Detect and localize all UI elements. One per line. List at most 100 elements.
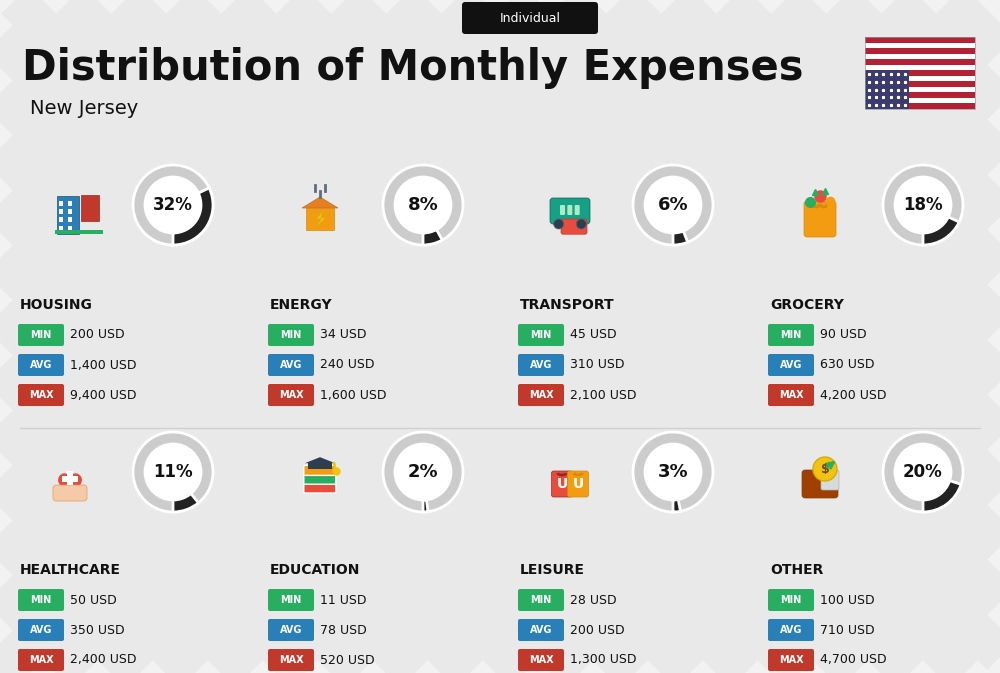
FancyBboxPatch shape: [304, 474, 336, 484]
FancyBboxPatch shape: [68, 217, 72, 222]
Wedge shape: [883, 165, 963, 245]
Text: 45 USD: 45 USD: [570, 328, 617, 341]
FancyBboxPatch shape: [865, 54, 975, 59]
FancyBboxPatch shape: [59, 209, 63, 214]
FancyBboxPatch shape: [304, 466, 336, 475]
Text: MIN: MIN: [30, 595, 52, 605]
Polygon shape: [315, 211, 326, 228]
Text: 6%: 6%: [658, 196, 688, 214]
Text: MIN: MIN: [30, 330, 52, 340]
FancyBboxPatch shape: [768, 384, 814, 406]
FancyBboxPatch shape: [768, 619, 814, 641]
Text: 20%: 20%: [903, 463, 943, 481]
FancyBboxPatch shape: [865, 70, 975, 76]
FancyBboxPatch shape: [865, 59, 975, 65]
Text: HEALTHCARE: HEALTHCARE: [20, 563, 121, 577]
FancyBboxPatch shape: [518, 589, 564, 611]
Circle shape: [554, 219, 564, 229]
FancyBboxPatch shape: [55, 230, 103, 234]
FancyBboxPatch shape: [865, 76, 975, 81]
Polygon shape: [302, 197, 338, 208]
Text: 11%: 11%: [153, 463, 193, 481]
Text: MAX: MAX: [29, 655, 53, 665]
Text: 3%: 3%: [658, 463, 688, 481]
FancyBboxPatch shape: [68, 201, 72, 205]
Text: 2%: 2%: [408, 463, 438, 481]
Text: 50 USD: 50 USD: [70, 594, 117, 606]
FancyBboxPatch shape: [518, 354, 564, 376]
FancyBboxPatch shape: [18, 384, 64, 406]
Text: 240 USD: 240 USD: [320, 359, 374, 371]
Text: AVG: AVG: [780, 360, 802, 370]
Text: 8%: 8%: [408, 196, 438, 214]
Text: AVG: AVG: [280, 360, 302, 370]
Text: MIN: MIN: [780, 330, 802, 340]
Text: U: U: [556, 477, 568, 491]
Text: TRANSPORT: TRANSPORT: [520, 298, 615, 312]
Text: MIN: MIN: [780, 595, 802, 605]
Text: 310 USD: 310 USD: [570, 359, 624, 371]
Text: LEISURE: LEISURE: [520, 563, 585, 577]
Circle shape: [645, 444, 701, 500]
Text: AVG: AVG: [30, 360, 52, 370]
Text: MAX: MAX: [279, 655, 303, 665]
Text: 34 USD: 34 USD: [320, 328, 366, 341]
FancyBboxPatch shape: [518, 324, 564, 346]
Text: AVG: AVG: [280, 625, 302, 635]
Text: MAX: MAX: [779, 655, 803, 665]
Text: AVG: AVG: [30, 625, 52, 635]
Text: 1,300 USD: 1,300 USD: [570, 653, 637, 666]
Text: 2,100 USD: 2,100 USD: [570, 388, 637, 402]
Wedge shape: [673, 499, 680, 512]
Text: 1,600 USD: 1,600 USD: [320, 388, 386, 402]
Circle shape: [813, 457, 837, 481]
Text: 710 USD: 710 USD: [820, 623, 875, 637]
Circle shape: [145, 177, 201, 233]
FancyBboxPatch shape: [62, 476, 78, 482]
Text: MAX: MAX: [529, 655, 553, 665]
Text: AVG: AVG: [780, 625, 802, 635]
FancyBboxPatch shape: [18, 589, 64, 611]
Text: 1,400 USD: 1,400 USD: [70, 359, 136, 371]
FancyBboxPatch shape: [462, 2, 598, 34]
FancyBboxPatch shape: [18, 649, 64, 671]
Text: 9,400 USD: 9,400 USD: [70, 388, 136, 402]
FancyBboxPatch shape: [518, 619, 564, 641]
Text: MIN: MIN: [530, 595, 552, 605]
Polygon shape: [305, 457, 335, 463]
FancyBboxPatch shape: [18, 324, 64, 346]
Text: 90 USD: 90 USD: [820, 328, 867, 341]
Text: 18%: 18%: [903, 196, 943, 214]
Text: 520 USD: 520 USD: [320, 653, 375, 666]
Wedge shape: [173, 493, 198, 512]
FancyBboxPatch shape: [53, 485, 87, 501]
Text: OTHER: OTHER: [770, 563, 823, 577]
FancyBboxPatch shape: [18, 619, 64, 641]
FancyBboxPatch shape: [57, 196, 79, 234]
FancyBboxPatch shape: [81, 195, 99, 221]
FancyBboxPatch shape: [768, 354, 814, 376]
Text: Distribution of Monthly Expenses: Distribution of Monthly Expenses: [22, 47, 804, 89]
FancyBboxPatch shape: [518, 649, 564, 671]
Text: AVG: AVG: [530, 625, 552, 635]
Text: 32%: 32%: [153, 196, 193, 214]
FancyBboxPatch shape: [865, 42, 975, 48]
Text: 350 USD: 350 USD: [70, 623, 125, 637]
FancyBboxPatch shape: [575, 205, 580, 215]
FancyBboxPatch shape: [68, 225, 72, 231]
Text: MIN: MIN: [530, 330, 552, 340]
FancyBboxPatch shape: [865, 48, 975, 54]
Wedge shape: [673, 231, 688, 245]
FancyBboxPatch shape: [59, 201, 63, 205]
Text: 78 USD: 78 USD: [320, 623, 367, 637]
FancyBboxPatch shape: [268, 649, 314, 671]
FancyBboxPatch shape: [865, 37, 975, 42]
FancyBboxPatch shape: [268, 324, 314, 346]
Text: 4,700 USD: 4,700 USD: [820, 653, 887, 666]
FancyBboxPatch shape: [59, 217, 63, 222]
FancyBboxPatch shape: [804, 201, 836, 237]
Text: MAX: MAX: [29, 390, 53, 400]
Text: MAX: MAX: [529, 390, 553, 400]
FancyBboxPatch shape: [68, 209, 72, 214]
Wedge shape: [383, 165, 463, 245]
